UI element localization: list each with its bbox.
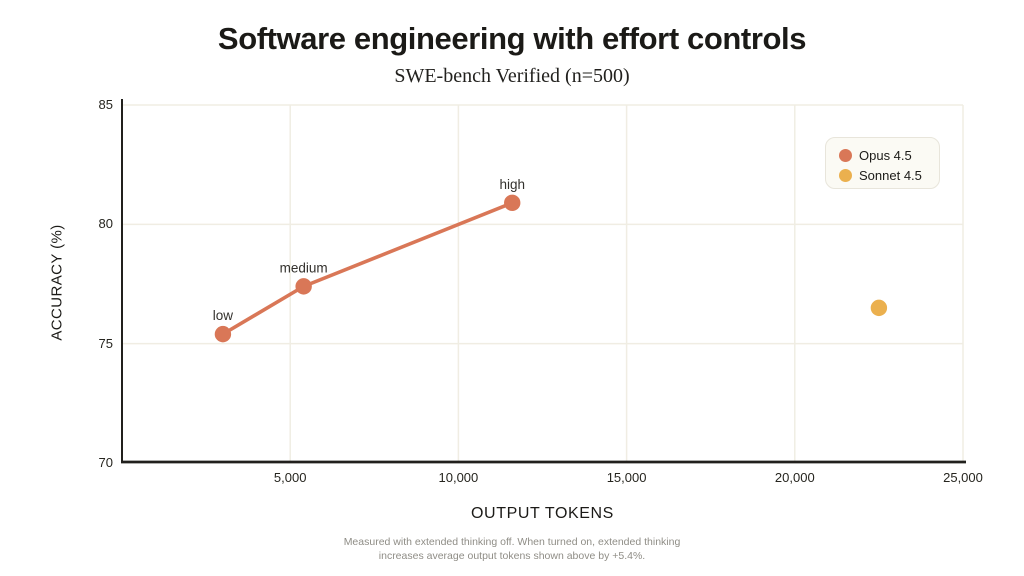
x-tick-label: 20,000 xyxy=(774,470,815,485)
footnote-line-2: increases average output tokens shown ab… xyxy=(378,550,646,562)
legend-item: Sonnet 4.5 xyxy=(839,166,939,184)
data-point xyxy=(295,278,312,295)
x-tick-label: 25,000 xyxy=(943,470,983,485)
x-tick-label: 5,000 xyxy=(273,470,307,485)
plot-svg: low medium high xyxy=(121,99,966,464)
y-tick-label: 85 xyxy=(98,97,113,112)
data-point xyxy=(214,325,232,343)
legend-swatch-icon xyxy=(839,148,852,162)
y-tick-label: 70 xyxy=(98,455,113,470)
legend-swatch-icon xyxy=(839,168,852,182)
legend: Opus 4.5 Sonnet 4.5 xyxy=(825,137,940,189)
legend-item: Opus 4.5 xyxy=(839,146,939,164)
data-point xyxy=(870,299,888,317)
legend-label: Sonnet 4.5 xyxy=(859,167,922,183)
chart-title: Software engineering with effort control… xyxy=(217,21,807,56)
point-label: low xyxy=(213,308,234,323)
y-tick-label: 80 xyxy=(98,216,113,232)
point-label: medium xyxy=(280,260,328,275)
x-tick-label: 10,000 xyxy=(438,470,479,485)
point-label: high xyxy=(499,177,525,192)
series-line xyxy=(221,201,515,336)
x-tick-label: 15,000 xyxy=(606,470,647,485)
footnote-line-1: Measured with extended thinking off. Whe… xyxy=(343,536,681,548)
footnote: Measured with extended thinking off. Whe… xyxy=(0,535,1024,563)
chart-subtitle: SWE-bench Verified (n=500) xyxy=(394,65,630,87)
plot-area: low medium high xyxy=(121,99,966,464)
legend-label: Opus 4.5 xyxy=(859,147,912,163)
x-axis-label: OUTPUT TOKENS xyxy=(471,505,614,522)
data-point xyxy=(504,194,521,212)
y-tick-label: 75 xyxy=(98,335,113,351)
